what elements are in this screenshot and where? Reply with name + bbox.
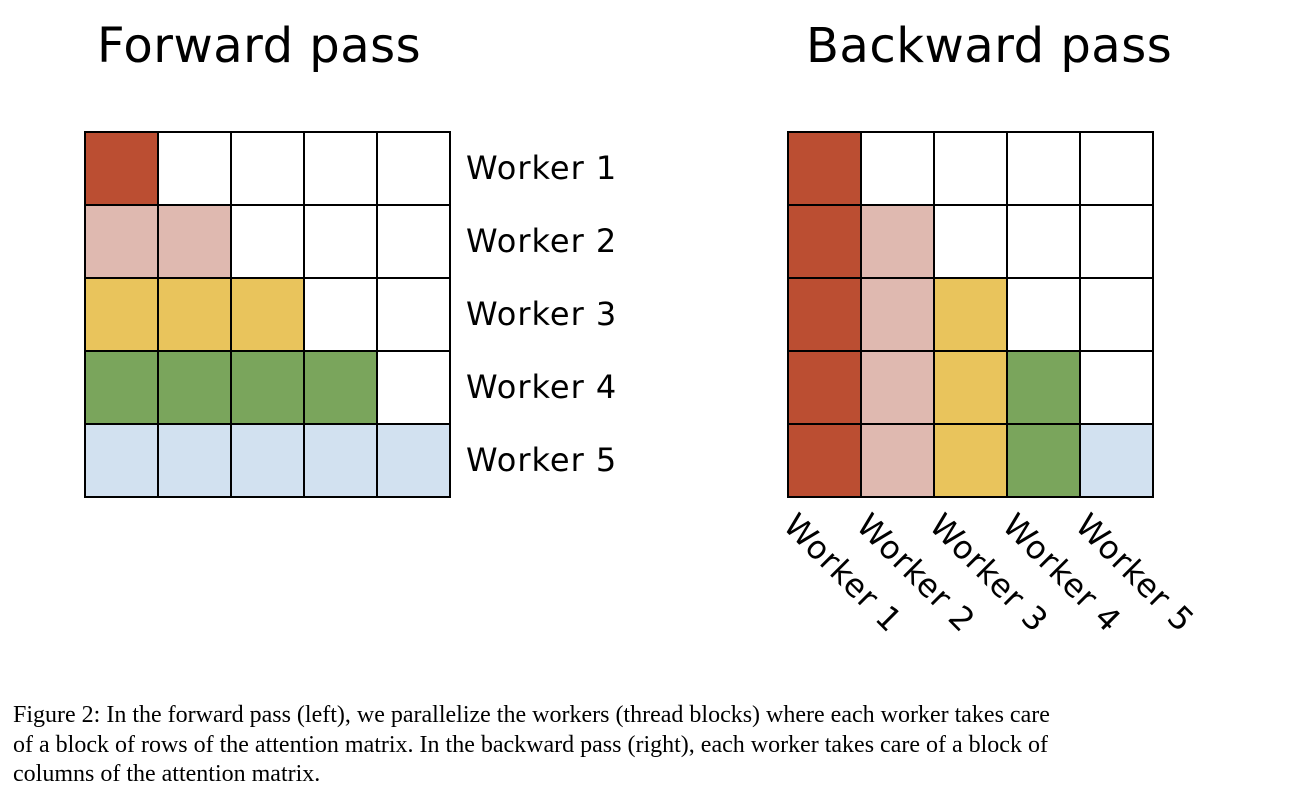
grid-cell-empty (231, 205, 304, 278)
grid-cell-empty (861, 132, 934, 205)
grid-cell-worker-2 (861, 278, 934, 351)
grid-cell-empty (231, 132, 304, 205)
worker-col-label: Worker 1 (776, 501, 910, 666)
grid-cell-worker-3 (231, 278, 304, 351)
grid-cell-empty (1007, 205, 1080, 278)
grid-cell-worker-1 (788, 424, 861, 497)
grid-cell-worker-5 (85, 424, 158, 497)
forward-pass-title: Forward pass (97, 18, 422, 74)
caption-line: Figure 2: In the forward pass (left), we… (13, 702, 1050, 728)
grid-cell-empty (158, 132, 231, 205)
grid-cell-worker-1 (788, 351, 861, 424)
grid-cell-worker-3 (934, 424, 1007, 497)
grid-cell-empty (1007, 132, 1080, 205)
grid-cell-empty (304, 278, 377, 351)
forward-pass-grid (84, 131, 451, 498)
grid-cell-empty (934, 132, 1007, 205)
grid-cell-worker-4 (304, 351, 377, 424)
grid-cell-worker-4 (231, 351, 304, 424)
backward-worker-labels: Worker 1 Worker 2 Worker 3 Worker 4 Worker 5 (776, 501, 1202, 666)
worker-row-label: Worker 4 (466, 367, 618, 406)
grid-cell-worker-1 (85, 132, 158, 205)
grid-cell-worker-4 (1007, 424, 1080, 497)
grid-cell-worker-2 (158, 205, 231, 278)
grid-cell-worker-3 (158, 278, 231, 351)
grid-cell-worker-5 (231, 424, 304, 497)
caption-line: of a block of rows of the attention matr… (13, 731, 1048, 758)
grid-cell-empty (934, 205, 1007, 278)
grid-cell-empty (1080, 205, 1153, 278)
grid-cell-empty (1007, 278, 1080, 351)
worker-row-label: Worker 5 (466, 440, 618, 479)
grid-cell-worker-4 (1007, 351, 1080, 424)
worker-row-label: Worker 1 (466, 148, 618, 187)
worker-row-label: Worker 3 (466, 294, 618, 333)
grid-cell-empty (377, 132, 450, 205)
grid-cell-empty (377, 278, 450, 351)
worker-col-label: Worker 3 (922, 501, 1056, 666)
grid-cell-empty (304, 132, 377, 205)
grid-cell-empty (1080, 278, 1153, 351)
grid-cell-empty (304, 205, 377, 278)
grid-cell-worker-2 (861, 424, 934, 497)
grid-cell-worker-1 (788, 278, 861, 351)
grid-cell-empty (1080, 132, 1153, 205)
grid-cell-worker-3 (934, 351, 1007, 424)
grid-cell-worker-2 (861, 205, 934, 278)
grid-cell-empty (377, 205, 450, 278)
backward-pass-grid (787, 131, 1154, 498)
worker-col-label: Worker 2 (849, 501, 983, 666)
grid-cell-worker-4 (85, 351, 158, 424)
grid-cell-empty (1080, 351, 1153, 424)
grid-cell-worker-1 (788, 205, 861, 278)
grid-cell-worker-2 (85, 205, 158, 278)
forward-worker-labels: Worker 1 Worker 2 Worker 3 Worker 4 Worker 5 (466, 131, 617, 496)
backward-pass-title: Backward pass (806, 18, 1173, 74)
worker-col-label: Worker 5 (1068, 501, 1202, 666)
grid-cell-worker-5 (158, 424, 231, 497)
grid-cell-worker-1 (788, 132, 861, 205)
grid-cell-empty (377, 351, 450, 424)
grid-cell-worker-4 (158, 351, 231, 424)
grid-cell-worker-3 (85, 278, 158, 351)
caption-line: columns of the attention matrix. (13, 761, 321, 787)
worker-col-label-text: Worker 5 (1068, 506, 1202, 640)
grid-cell-worker-5 (1080, 424, 1153, 497)
grid-cell-worker-5 (377, 424, 450, 497)
worker-row-label: Worker 2 (466, 221, 618, 260)
grid-cell-worker-3 (934, 278, 1007, 351)
worker-col-label: Worker 4 (995, 501, 1129, 666)
figure-caption: Figure 2: In the forward pass (left), we… (13, 701, 1303, 790)
grid-cell-worker-5 (304, 424, 377, 497)
grid-cell-worker-2 (861, 351, 934, 424)
